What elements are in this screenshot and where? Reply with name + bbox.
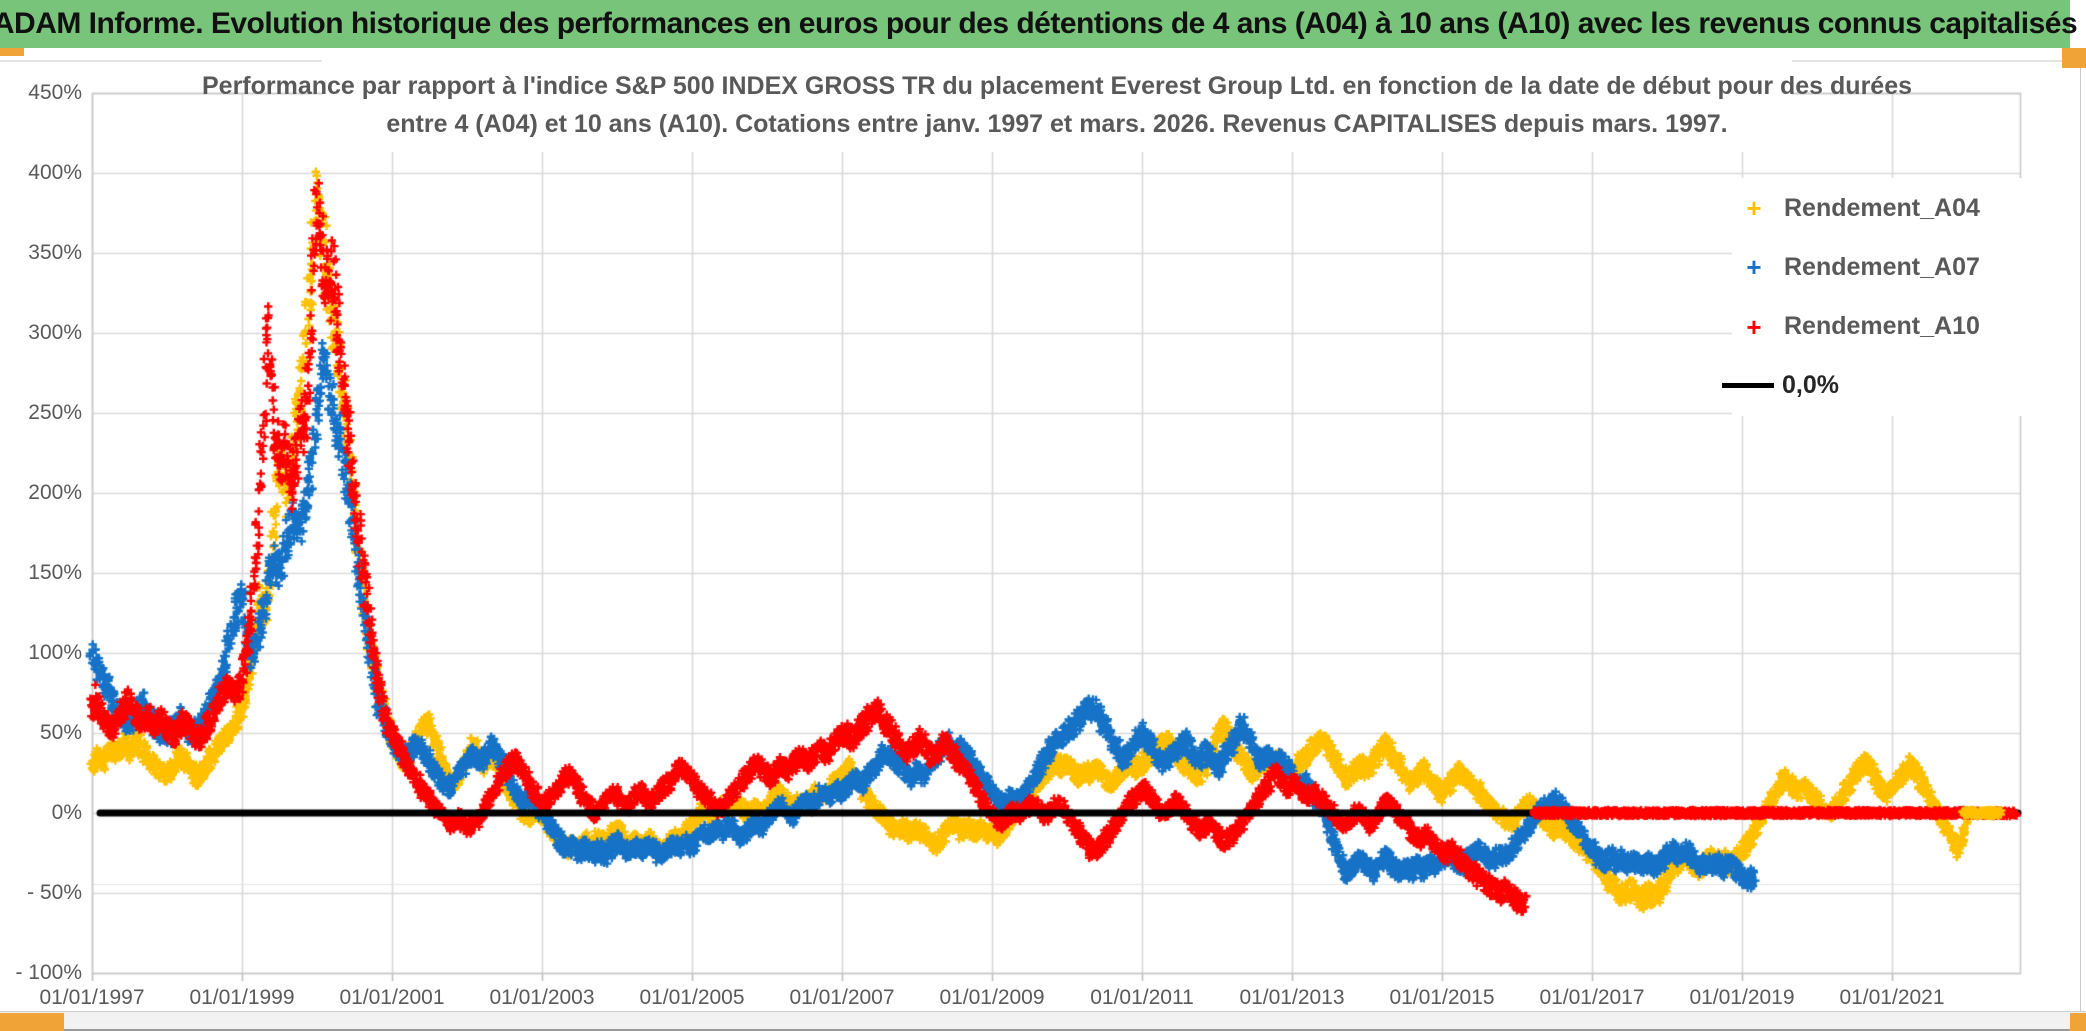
bottom-status-strip: [0, 1011, 2086, 1031]
y-tick-label: 250%: [28, 401, 82, 424]
x-tick-label: 01/01/1997: [39, 986, 145, 1009]
bottom-window-edge: [0, 1029, 2086, 1031]
y-tick-label: - 50%: [27, 881, 82, 904]
x-tick-label: 01/01/2011: [1090, 986, 1194, 1009]
x-tick-label: 01/01/2021: [1839, 986, 1945, 1009]
orange-accent-bottom-left: [0, 1013, 64, 1031]
y-tick-label: 150%: [28, 561, 82, 584]
y-tick-label: 0%: [51, 801, 82, 824]
x-tick-label: 01/01/2009: [939, 986, 1045, 1009]
orange-accent-top-right: [2062, 48, 2086, 68]
y-tick-label: 350%: [28, 241, 82, 264]
legend-label: Rendement_A07: [1784, 252, 1980, 281]
x-tick-label: 01/01/2017: [1539, 986, 1645, 1009]
x-tick-label: 01/01/2003: [489, 986, 595, 1009]
x-tick-label: 01/01/2005: [639, 986, 745, 1009]
y-tick-label: 450%: [28, 81, 82, 104]
window-title: ADAM Informe. Evolution historique des p…: [0, 7, 2078, 40]
legend-entry-rendement-a04[interactable]: + Rendement_A04: [1732, 182, 2028, 234]
x-tick-label: 01/01/2019: [1689, 986, 1795, 1009]
chart-title-block: Performance par rapport à l'indice S&P 5…: [202, 58, 1912, 152]
x-tick-label: 01/01/2013: [1239, 986, 1345, 1009]
window-title-bar: ADAM Informe. Evolution historique des p…: [0, 0, 2078, 48]
x-tick-label: 01/01/1999: [189, 986, 295, 1009]
legend-label: 0,0%: [1782, 371, 1839, 400]
x-tick-label: 01/01/2001: [339, 986, 445, 1009]
right-margin-line: [2080, 66, 2081, 1011]
x-tick-label: 01/01/2015: [1389, 986, 1495, 1009]
legend-entry-0-0-[interactable]: 0,0%: [1722, 360, 2028, 412]
orange-accent-top-left: [0, 48, 24, 56]
orange-accent-bottom-right: [2070, 1013, 2086, 1031]
y-tick-label: 300%: [28, 321, 82, 344]
chart-legend: + Rendement_A04 + Rendement_A07 + Rendement_A…: [1722, 178, 2028, 416]
plus-marker-icon: +: [1746, 252, 1762, 283]
legend-entry-rendement-a07[interactable]: + Rendement_A07: [1732, 241, 2028, 293]
zero-line-swatch: [1722, 383, 1776, 389]
y-tick-label: 200%: [28, 481, 82, 504]
legend-entry-rendement-a10[interactable]: + Rendement_A10: [1732, 301, 2028, 353]
legend-label: Rendement_A10: [1784, 312, 1980, 341]
y-tick-label: 400%: [28, 161, 82, 184]
right-margin-strip: [2070, 48, 2086, 1013]
chart-title-line-2: entre 4 (A04) et 10 ans (A10). Cotations…: [386, 110, 1728, 138]
y-tick-label: 100%: [28, 641, 82, 664]
plus-marker-icon: +: [1746, 193, 1762, 223]
x-tick-label: 01/01/2007: [789, 986, 895, 1009]
y-tick-label: - 100%: [15, 961, 82, 984]
legend-label: Rendement_A04: [1784, 193, 1980, 222]
chart-title-line-1: Performance par rapport à l'indice S&P 5…: [201, 72, 1913, 100]
plus-marker-icon: +: [1746, 311, 1762, 342]
y-tick-label: 50%: [39, 721, 82, 744]
